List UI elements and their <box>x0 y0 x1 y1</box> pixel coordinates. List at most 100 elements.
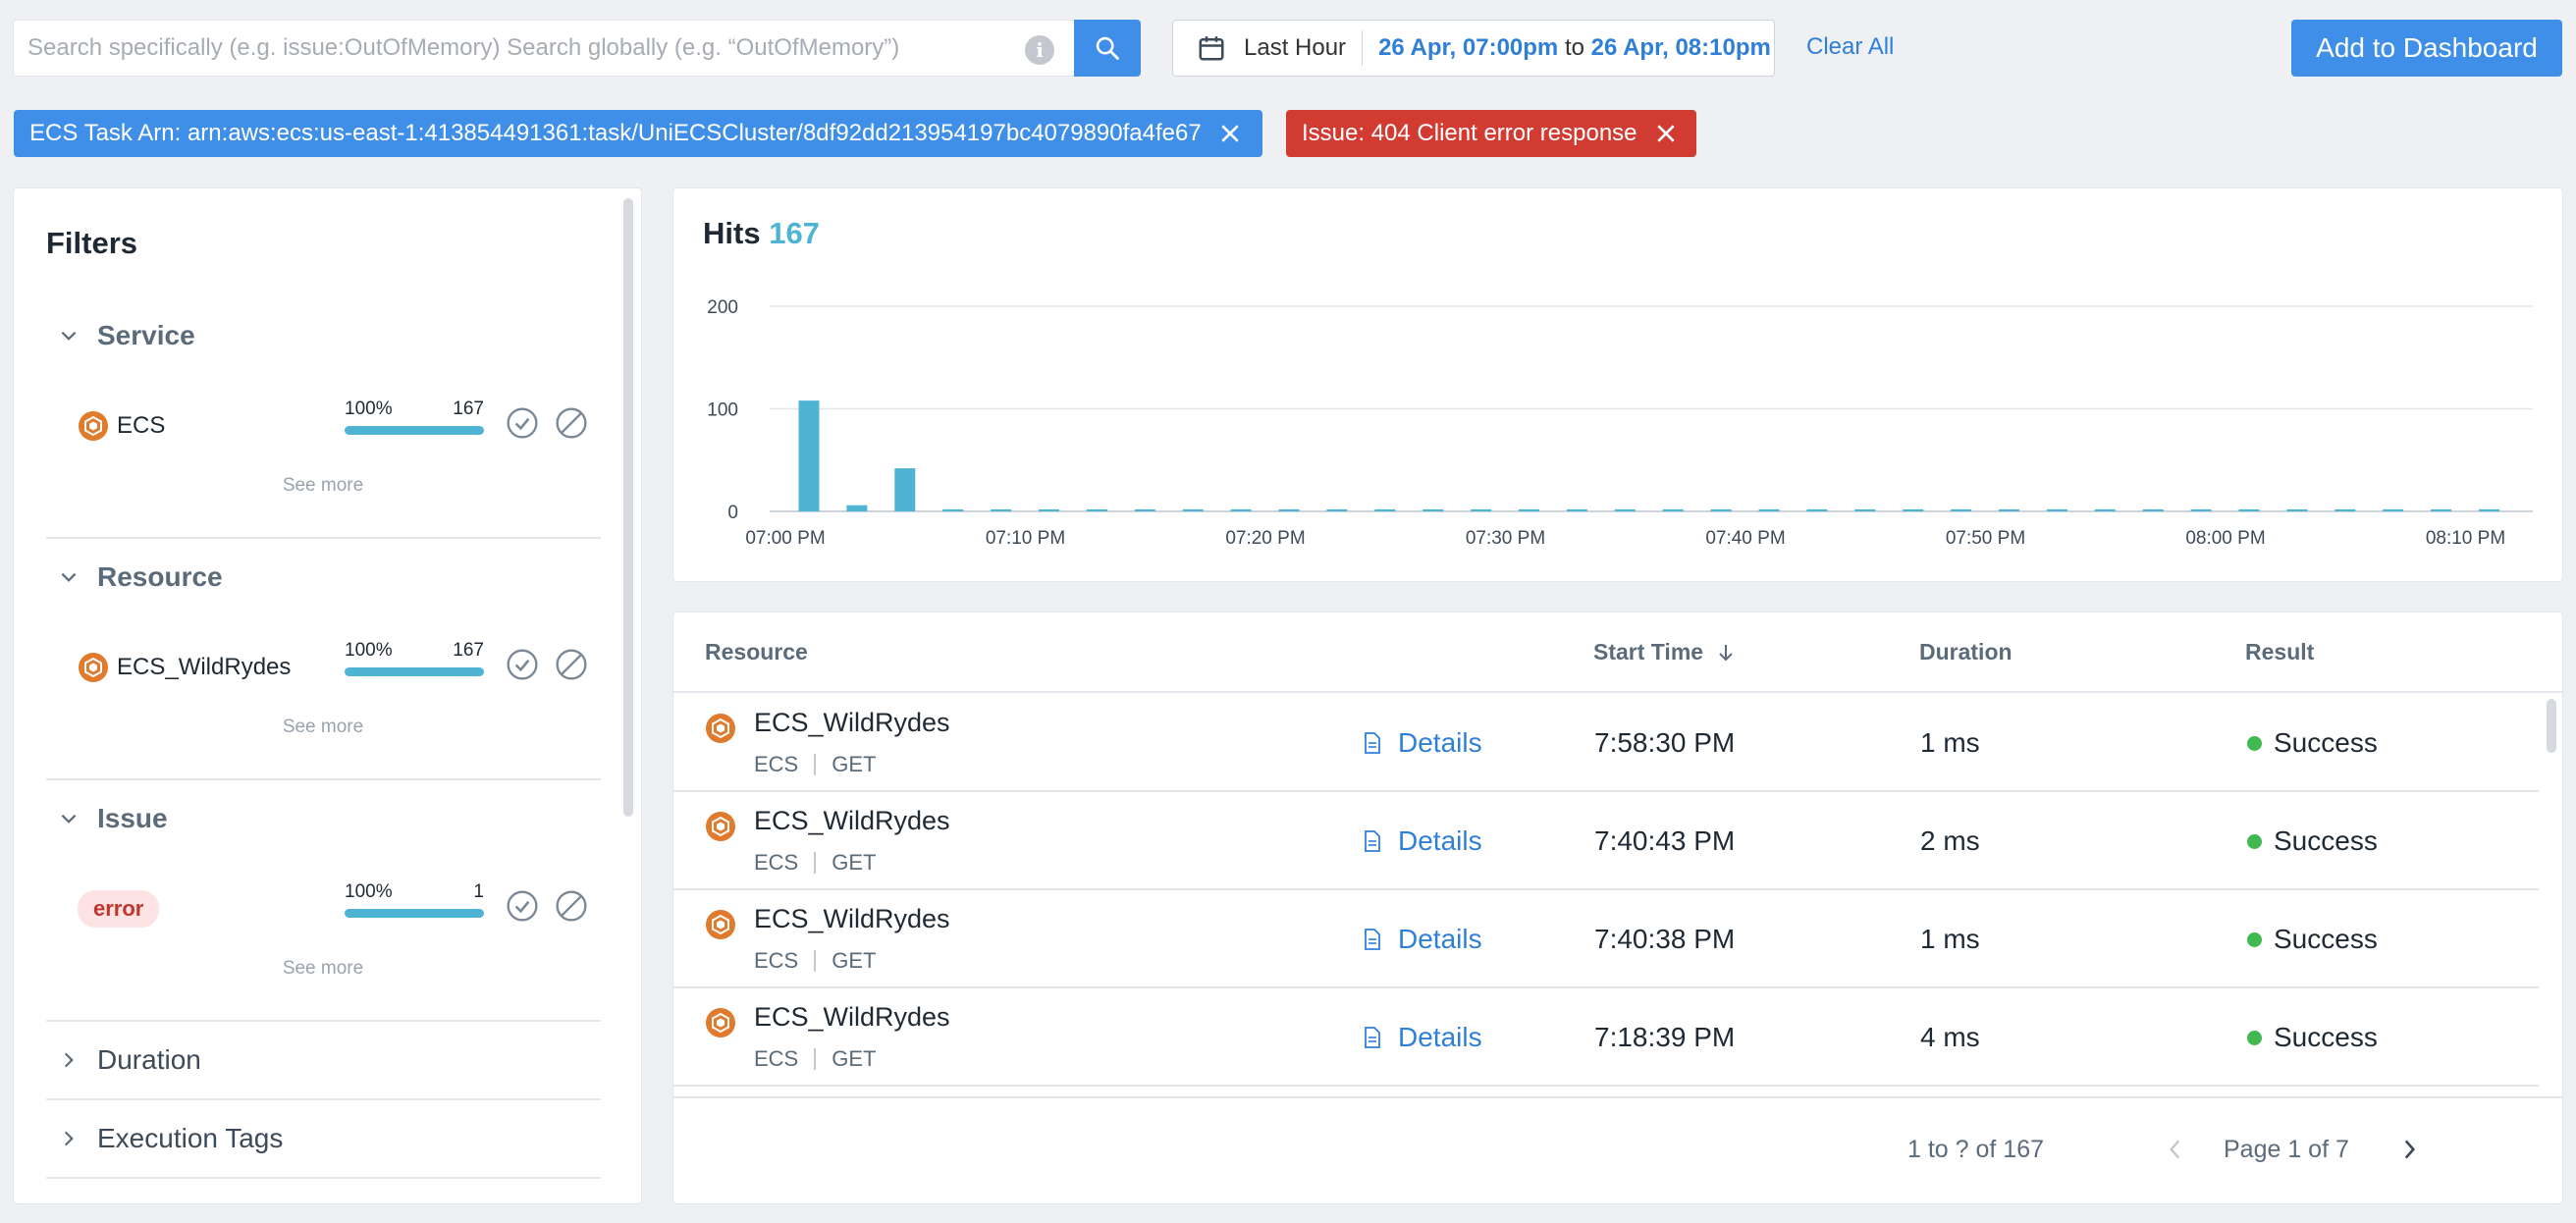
hits-bar[interactable] <box>1854 508 1876 511</box>
hits-bar[interactable] <box>2431 508 2452 511</box>
filter-section-title: Execution Tags <box>97 1123 284 1153</box>
result: Success <box>2247 1022 2378 1053</box>
hits-bar[interactable] <box>1662 508 1684 511</box>
meta-separator <box>814 950 817 972</box>
hits-bar[interactable] <box>1278 508 1300 511</box>
details-link[interactable]: Details <box>1363 1022 1482 1053</box>
search-input[interactable] <box>27 34 1009 62</box>
close-icon[interactable] <box>1655 123 1677 144</box>
time-range-picker[interactable]: Last Hour 26 Apr, 07:00pm to 26 Apr, 08:… <box>1172 20 1775 77</box>
hits-bar[interactable] <box>2286 508 2308 511</box>
time-preset[interactable]: Last Hour <box>1244 30 1364 66</box>
hits-bar[interactable] <box>991 508 1012 511</box>
info-icon[interactable]: i <box>1025 35 1054 65</box>
hits-bar[interactable] <box>2094 508 2116 511</box>
hits-label: Hits <box>703 216 761 250</box>
hits-bar[interactable] <box>1230 508 1252 511</box>
section-divider <box>46 1020 601 1022</box>
table-row[interactable]: ECS_WildRydes ECS GET Details 7:40:38 PM 1 ms… <box>673 890 2539 988</box>
column-header-resource[interactable]: Resource <box>705 639 808 665</box>
table-row[interactable]: ECS_WildRydes ECS GET Details 7:58:30 PM 1 ms… <box>673 694 2539 792</box>
hits-bar[interactable] <box>1471 508 1492 511</box>
filter-section-service[interactable]: Service <box>58 320 195 351</box>
time-to: 26 Apr, 08:10pm <box>1590 34 1771 61</box>
details-link[interactable]: Details <box>1363 727 1482 759</box>
close-icon[interactable] <box>1219 123 1241 144</box>
chevron-right-icon[interactable] <box>2398 1137 2420 1162</box>
start-time: 7:40:43 PM <box>1594 825 1736 856</box>
hits-bar[interactable] <box>1374 508 1396 511</box>
filters-title: Filters <box>46 226 138 260</box>
hits-bar[interactable] <box>1422 508 1444 511</box>
search-box[interactable]: i <box>13 20 1075 77</box>
hits-bar[interactable] <box>1999 508 2019 511</box>
ecs-resource-icon <box>705 909 736 945</box>
hits-bar[interactable] <box>942 508 964 511</box>
time-range[interactable]: 26 Apr, 07:00pm to 26 Apr, 08:10pm <box>1363 34 1771 62</box>
filter-section-title: Resource <box>97 561 223 592</box>
column-header-result[interactable]: Result <box>2245 639 2315 665</box>
see-more-link[interactable]: See more <box>282 717 364 737</box>
details-link[interactable]: Details <box>1363 825 1482 857</box>
resource-name: ECS_WildRydes <box>754 708 950 737</box>
hits-bar[interactable] <box>2479 508 2499 511</box>
filter-section-execution-tags[interactable]: Execution Tags <box>58 1123 283 1154</box>
hits-bar[interactable] <box>1806 508 1828 511</box>
see-more-link[interactable]: See more <box>282 475 364 496</box>
hits-bar[interactable] <box>1134 508 1155 511</box>
exclude-ban-icon[interactable] <box>555 406 588 440</box>
exclude-ban-icon[interactable] <box>555 648 588 681</box>
hits-bar[interactable] <box>1566 508 1587 511</box>
table-scrollbar[interactable] <box>2547 699 2556 753</box>
status-dot <box>2247 1030 2262 1045</box>
include-check-icon[interactable] <box>506 889 539 923</box>
hits-bar[interactable] <box>1326 508 1348 511</box>
hits-bar[interactable] <box>2334 508 2356 511</box>
hits-bar[interactable] <box>846 505 868 511</box>
filter-bar-fill <box>345 426 484 435</box>
x-tick-label: 07:20 PM <box>1225 528 1305 549</box>
table-row[interactable]: ECS_WildRydes ECS GET Details 7:18:39 PM 4 ms… <box>673 988 2539 1087</box>
duration: 1 ms <box>1920 924 1980 954</box>
table-row[interactable]: ECS_WildRydes ECS GET Details 7:40:43 PM 2 ms… <box>673 792 2539 890</box>
search-button[interactable] <box>1074 20 1141 77</box>
hits-bar[interactable] <box>1758 508 1780 511</box>
y-tick-label: 0 <box>727 503 738 523</box>
include-check-icon[interactable] <box>506 648 539 681</box>
hits-bar[interactable] <box>1903 508 1924 511</box>
filter-bar: 100% 167 <box>345 640 484 676</box>
hits-bar[interactable] <box>2238 508 2260 511</box>
error-badge: error <box>78 890 160 928</box>
hits-bar[interactable] <box>1614 508 1636 511</box>
column-header-start-time[interactable]: Start Time <box>1593 639 1735 665</box>
hits-bar[interactable] <box>1182 508 1204 511</box>
hits-bar[interactable] <box>2142 508 2164 511</box>
add-to-dashboard-button[interactable]: Add to Dashboard <box>2291 20 2562 77</box>
hits-bar[interactable] <box>1951 508 1972 511</box>
hits-bar[interactable] <box>2046 508 2067 511</box>
hits-bar[interactable] <box>1710 508 1732 511</box>
column-header-duration[interactable]: Duration <box>1919 639 2012 665</box>
details-link[interactable]: Details <box>1363 924 1482 955</box>
hits-bar[interactable] <box>2190 508 2212 511</box>
filters-scrollbar[interactable] <box>623 198 633 817</box>
exclude-ban-icon[interactable] <box>555 889 588 923</box>
footer-divider <box>673 1096 2562 1098</box>
hits-bar[interactable] <box>2383 508 2404 511</box>
hits-bar[interactable] <box>1086 508 1107 511</box>
chip-label: Issue: 404 Client error response <box>1302 120 1637 146</box>
filter-section-duration[interactable]: Duration <box>58 1044 201 1076</box>
hits-bar[interactable] <box>894 468 916 511</box>
filter-section-resource[interactable]: Resource <box>58 561 223 593</box>
x-tick-label: 08:00 PM <box>2185 528 2265 549</box>
hits-bar[interactable] <box>1039 508 1059 511</box>
include-check-icon[interactable] <box>506 406 539 440</box>
hits-bar[interactable] <box>798 400 820 511</box>
see-more-link[interactable]: See more <box>282 958 364 979</box>
status-dot <box>2247 735 2262 751</box>
chevron-down-icon <box>58 325 87 346</box>
hits-bar[interactable] <box>1519 508 1539 511</box>
chevron-left-icon[interactable] <box>2165 1137 2186 1162</box>
filter-section-issue[interactable]: Issue <box>58 803 168 834</box>
clear-all-link[interactable]: Clear All <box>1806 33 1895 60</box>
